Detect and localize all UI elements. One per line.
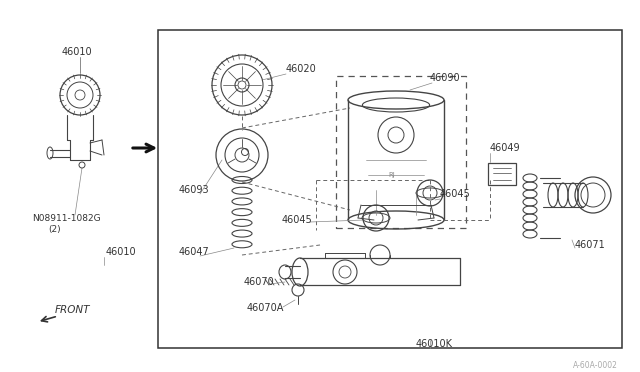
Text: 46045: 46045 — [440, 189, 471, 199]
Bar — [336, 76, 466, 228]
Text: 46049: 46049 — [490, 143, 520, 153]
Text: 46045: 46045 — [282, 215, 313, 225]
Text: 46047: 46047 — [179, 247, 210, 257]
Text: 46010K: 46010K — [416, 339, 453, 349]
Text: 46010: 46010 — [62, 47, 93, 57]
Text: 46010: 46010 — [106, 247, 136, 257]
Text: A-60A-0002: A-60A-0002 — [573, 360, 618, 369]
Text: 46070A: 46070A — [247, 303, 284, 313]
Text: N08911-1082G: N08911-1082G — [32, 214, 100, 222]
Text: 46020: 46020 — [286, 64, 317, 74]
Text: 46090: 46090 — [430, 73, 461, 83]
Bar — [488, 163, 516, 185]
Text: 46071: 46071 — [575, 240, 605, 250]
Text: RJ: RJ — [388, 172, 395, 178]
Text: (2): (2) — [48, 224, 61, 234]
Text: 46093: 46093 — [179, 185, 210, 195]
Text: FRONT: FRONT — [55, 305, 90, 315]
Text: 46070: 46070 — [244, 277, 275, 287]
Bar — [158, 30, 622, 348]
